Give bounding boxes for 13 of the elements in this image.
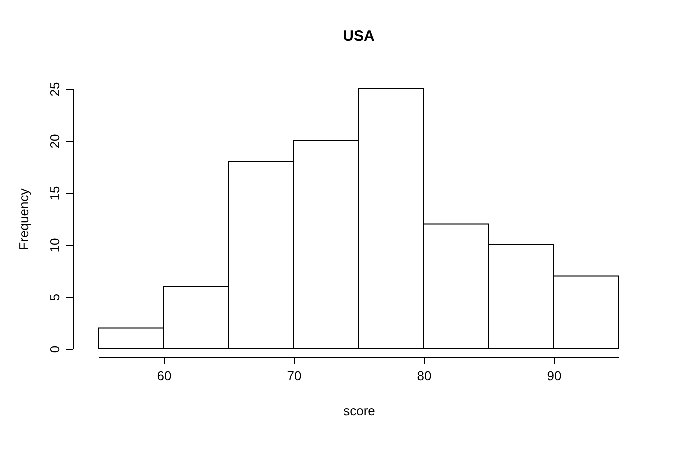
x-axis-title: score bbox=[344, 404, 376, 418]
y-tick-label: 20 bbox=[48, 134, 62, 149]
x-tick-label: 60 bbox=[157, 368, 172, 384]
y-tick-label: 25 bbox=[48, 82, 62, 97]
y-axis-title: Frequency bbox=[16, 188, 32, 250]
y-tick-label: 0 bbox=[48, 346, 62, 354]
y-tick-label: 5 bbox=[48, 294, 62, 302]
x-tick-label: 70 bbox=[287, 368, 302, 384]
x-tick-label: 80 bbox=[417, 368, 432, 384]
x-tick-label: 90 bbox=[547, 368, 562, 384]
y-tick-label: 10 bbox=[48, 238, 62, 253]
y-tick-label: 15 bbox=[48, 186, 62, 201]
chart-title: USA bbox=[343, 28, 375, 45]
